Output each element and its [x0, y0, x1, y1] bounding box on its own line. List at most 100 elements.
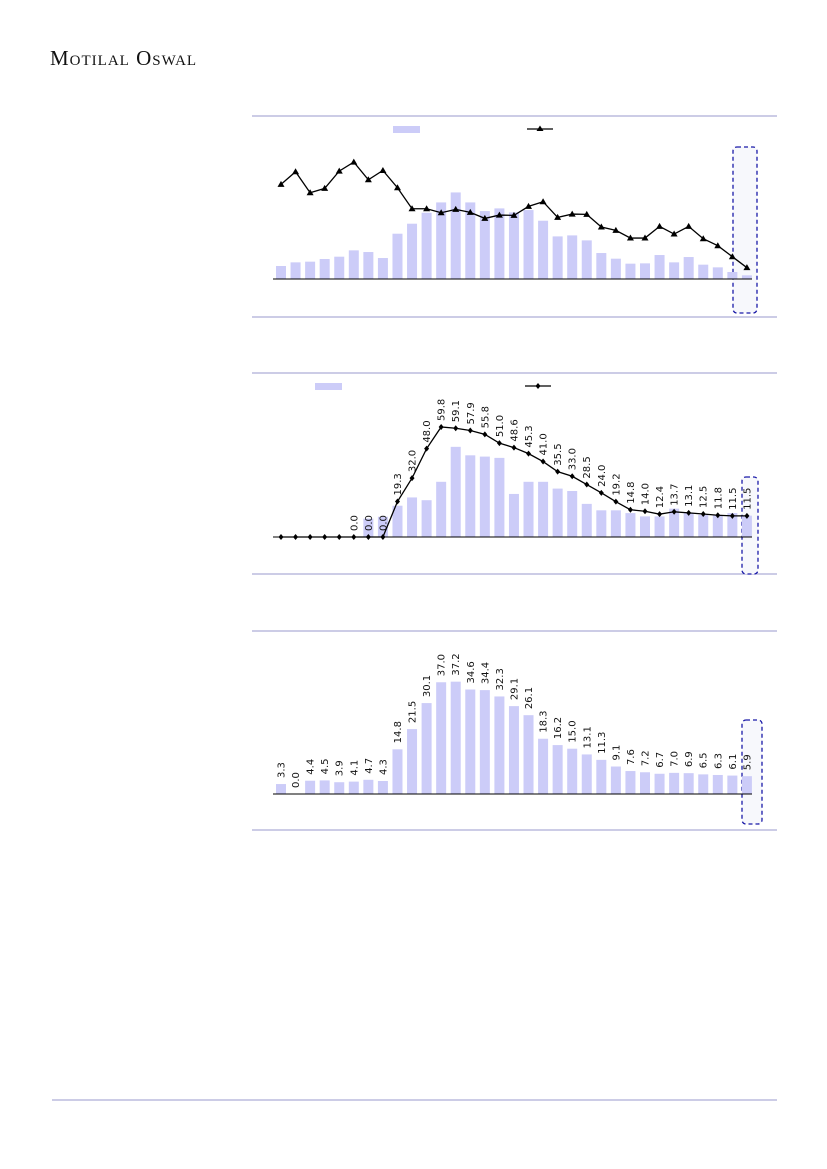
bar	[421, 212, 432, 279]
bar	[625, 771, 636, 794]
line-point	[423, 205, 431, 212]
data-label: 4.1	[349, 760, 360, 776]
data-label: 4.4	[306, 759, 317, 775]
data-label: 34.6	[466, 661, 477, 683]
data-label: 3.3	[277, 762, 288, 778]
bar	[421, 500, 432, 537]
bar	[727, 513, 738, 537]
data-label: 6.3	[713, 753, 724, 769]
data-label: 59.1	[451, 400, 462, 422]
bar	[523, 210, 534, 279]
data-label: 0.0	[291, 772, 302, 788]
bar	[450, 446, 461, 537]
line-point	[351, 534, 357, 540]
data-label: 45.3	[524, 425, 535, 447]
line-point	[743, 264, 751, 271]
chart-1	[252, 115, 777, 318]
bar	[538, 220, 549, 279]
bar	[581, 240, 592, 279]
line-point	[568, 210, 576, 217]
bar	[436, 682, 447, 794]
line-point	[539, 198, 547, 205]
line-point	[627, 506, 633, 513]
bar	[669, 772, 680, 794]
data-label: 0.0	[364, 515, 375, 531]
data-label: 34.4	[480, 662, 491, 684]
bar	[305, 780, 316, 794]
bar	[450, 192, 461, 279]
line-point	[670, 230, 678, 237]
bar	[727, 775, 738, 794]
line-point	[656, 222, 664, 229]
bar	[334, 256, 345, 279]
bar	[494, 696, 505, 794]
data-label: 41.0	[539, 433, 550, 455]
line-point	[686, 509, 692, 516]
data-label: 15.0	[568, 720, 579, 742]
line-point	[496, 440, 502, 447]
data-label: 14.8	[393, 721, 404, 743]
data-label: 5.9	[742, 754, 753, 770]
line-point	[321, 184, 329, 191]
data-label: 55.8	[480, 406, 491, 428]
bar	[640, 516, 650, 537]
line-point	[598, 489, 604, 496]
line-point	[307, 534, 313, 540]
bar	[363, 779, 374, 794]
bar	[552, 236, 563, 279]
data-label: 4.3	[378, 759, 389, 775]
data-label: 26.1	[524, 687, 535, 709]
bar	[450, 681, 461, 794]
bar	[392, 505, 403, 537]
data-label: 37.2	[451, 653, 462, 675]
line-point	[685, 222, 693, 229]
bar	[712, 267, 723, 279]
line-point	[482, 431, 488, 438]
bar	[683, 513, 694, 537]
data-label: 51.0	[495, 415, 506, 437]
line-point	[394, 498, 400, 505]
bar	[712, 514, 723, 537]
data-label: 30.1	[422, 675, 433, 697]
data-label: 32.3	[495, 668, 506, 690]
legend-triangle-marker	[536, 125, 544, 131]
bar	[523, 715, 534, 794]
bar	[436, 202, 447, 279]
motilal-oswal-logo: Motilal Oswal	[50, 46, 198, 70]
line-point	[277, 180, 285, 187]
line-point	[657, 511, 663, 518]
bar	[581, 754, 592, 794]
bar	[465, 202, 476, 279]
bar	[479, 211, 490, 279]
line-point	[336, 534, 342, 540]
bar	[654, 516, 665, 537]
bar	[683, 773, 694, 794]
bar	[741, 275, 752, 279]
bar	[741, 776, 752, 794]
data-label: 37.0	[437, 654, 448, 676]
data-label: 29.1	[509, 678, 520, 700]
bar	[538, 481, 549, 537]
line-point	[379, 166, 387, 173]
data-label: 18.3	[539, 710, 550, 732]
line-point	[350, 158, 358, 165]
bar	[479, 690, 490, 794]
bar	[567, 491, 578, 537]
line-point	[642, 508, 648, 515]
bar	[625, 263, 636, 279]
data-label: 4.7	[364, 758, 375, 774]
line-point	[525, 202, 533, 209]
line-point	[641, 234, 649, 241]
bar	[698, 264, 709, 279]
data-label: 6.5	[699, 752, 710, 768]
data-label: 11.3	[597, 732, 608, 754]
line-point	[292, 168, 300, 175]
data-label: 11.5	[742, 488, 753, 510]
data-label: 28.5	[582, 456, 593, 478]
data-label: 13.1	[582, 726, 593, 748]
bar	[276, 784, 286, 794]
line-point	[612, 226, 620, 233]
data-label: 13.7	[670, 484, 681, 506]
line-point	[408, 205, 416, 212]
line-point	[365, 534, 371, 540]
